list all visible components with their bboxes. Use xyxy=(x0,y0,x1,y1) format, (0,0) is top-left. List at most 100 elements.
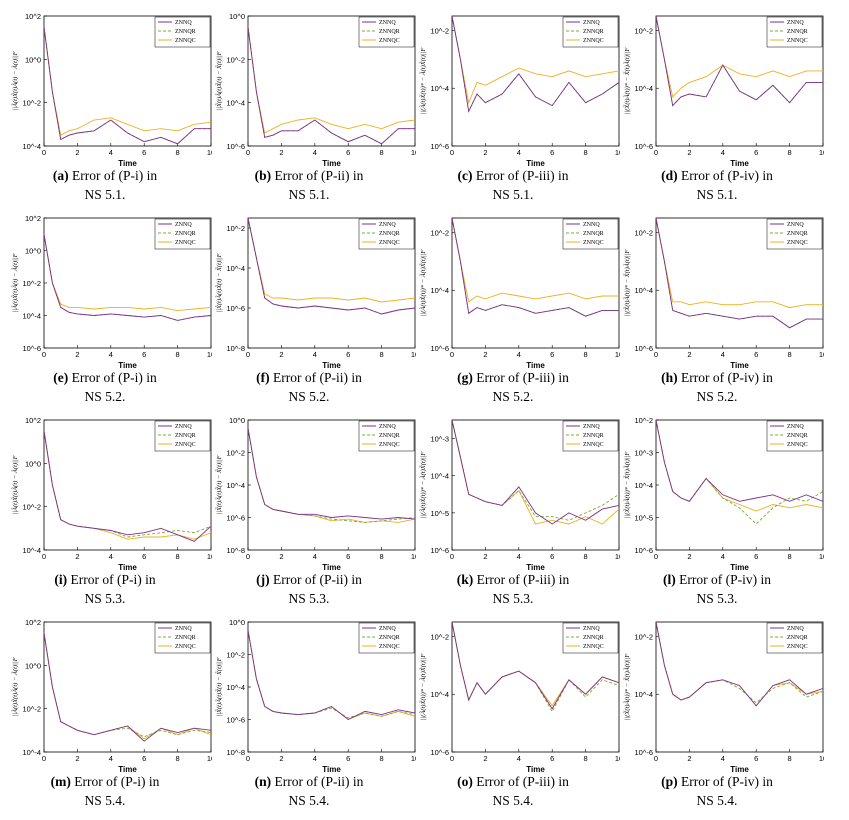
y-tick-label: 10^0 xyxy=(25,55,41,64)
chart-f: 0 2 4 6 8 10 10^-8 10^-6 10^-4 10^-2 Time ||X̃(t)Ã(… xyxy=(215,217,416,368)
legend-label: ZNNQR xyxy=(379,635,400,641)
y-tick-label: 10^-5 xyxy=(430,509,449,518)
x-tick-label: 6 xyxy=(142,148,146,157)
x-tick-label: 0 xyxy=(42,148,46,157)
chart-j: 0 2 4 6 8 10 10^-8 10^-6 10^-4 10^-2 10^0 Time ||X̃(… xyxy=(215,416,416,570)
x-axis-label: Time xyxy=(322,765,341,772)
subplot-caption: (g) Error of (P-iii) in NS 5.2. xyxy=(418,368,608,406)
caption-letter: (g) xyxy=(457,370,473,385)
x-tick-label: 0 xyxy=(450,148,454,157)
caption-ns: NS 5.2. xyxy=(288,389,330,404)
y-tick-label: 10^2 xyxy=(25,12,41,21)
y-axis-label: ||Ã(t)X̃(t)Ã(t) − Ã(t)||F xyxy=(11,454,19,514)
caption-text: Error of (P-i) in xyxy=(70,572,156,587)
y-tick-label: 10^-4 xyxy=(226,99,245,108)
legend-label: ZNNQC xyxy=(583,644,604,650)
x-tick-label: 4 xyxy=(313,754,317,763)
series-line-znnqc xyxy=(656,218,823,309)
y-tick-label: 10^0 xyxy=(229,12,245,21)
x-tick-label: 2 xyxy=(687,350,691,359)
y-tick-label: 10^2 xyxy=(25,214,41,223)
axes-frame xyxy=(43,15,212,147)
x-tick-label: 0 xyxy=(246,754,250,763)
y-tick-label: 10^2 xyxy=(25,618,41,627)
x-tick-label: 10 xyxy=(615,350,620,359)
x-axis-label: Time xyxy=(730,361,749,368)
x-tick-label: 10 xyxy=(411,148,416,157)
x-tick-label: 2 xyxy=(483,148,487,157)
x-tick-label: 2 xyxy=(483,350,487,359)
legend-label: ZNNQ xyxy=(787,626,804,632)
x-tick-label: 6 xyxy=(142,350,146,359)
chart-d: 0 2 4 6 8 10 10^-6 10^-4 10^-2 Time ||(X̃(t)Ã(t))*… xyxy=(623,15,824,166)
series-line-znnq xyxy=(452,420,619,525)
x-axis-label: Time xyxy=(526,159,545,166)
legend-label: ZNNQR xyxy=(175,29,196,35)
series-line-znnq xyxy=(656,218,823,329)
legend-label: ZNNQ xyxy=(175,424,192,430)
x-axis-label: Time xyxy=(730,159,749,166)
y-tick-label: 10^-4 xyxy=(22,748,41,757)
series-line-znnqc xyxy=(44,234,211,312)
caption-text: Error of (P-ii) in xyxy=(273,370,362,385)
x-axis-label: Time xyxy=(118,765,137,772)
y-axis-label: ||(X̃(t)Ã(t))* − X̃(t)Ã(t)||F xyxy=(623,47,631,115)
caption-letter: (b) xyxy=(254,168,272,183)
y-axis-label: ||X̃(t)Ã(t)X̃(t) − X̃(t)||F xyxy=(215,454,223,514)
legend-label: ZNNQC xyxy=(379,644,400,650)
caption-ns: NS 5.3. xyxy=(84,591,126,606)
series-line-znnq xyxy=(656,420,823,502)
y-axis-label: ||X̃(t)Ã(t)X̃(t) − X̃(t)||F xyxy=(215,656,223,716)
series-line-znnq xyxy=(452,16,619,113)
caption-letter: (n) xyxy=(254,774,272,789)
x-tick-label: 0 xyxy=(654,350,658,359)
legend-label: ZNNQ xyxy=(175,20,192,26)
x-axis-label: Time xyxy=(322,159,341,166)
series-line-znnq xyxy=(248,630,415,721)
chart-l: 0 2 4 6 8 10 10^-6 10^-5 10^-4 10^-3 10^-2 Time ||(X… xyxy=(623,416,824,570)
caption-text: Error of (P-i) in xyxy=(71,370,157,385)
x-tick-label: 8 xyxy=(176,552,180,561)
caption-ns: NS 5.1. xyxy=(84,187,126,202)
y-tick-label: 10^-2 xyxy=(226,651,245,660)
x-tick-label: 2 xyxy=(279,754,283,763)
x-tick-label: 0 xyxy=(42,754,46,763)
x-tick-label: 10 xyxy=(615,552,620,561)
y-tick-label: 10^-2 xyxy=(634,416,653,425)
chart-k: 0 2 4 6 8 10 10^-6 10^-5 10^-4 10^-3 Time ||(Ã(t)X̃… xyxy=(419,419,620,570)
x-tick-label: 4 xyxy=(109,754,113,763)
y-tick-label: 10^-6 xyxy=(430,142,449,151)
x-tick-label: 0 xyxy=(450,350,454,359)
y-tick-label: 10^0 xyxy=(229,618,245,627)
chart-c: 0 2 4 6 8 10 10^-6 10^-4 10^-2 Time ||(Ã(t)X̃(t))*… xyxy=(419,15,620,166)
y-tick-label: 10^-6 xyxy=(430,546,449,555)
axes-frame xyxy=(655,217,824,349)
legend-label: ZNNQ xyxy=(583,222,600,228)
y-tick-label: 10^-4 xyxy=(226,481,245,490)
axes-frame xyxy=(43,419,212,551)
subplot-caption: (a) Error of (P-i) in NS 5.1. xyxy=(10,166,200,204)
y-axis-label: ||X̃(t)Ã(t)X̃(t) − X̃(t)||F xyxy=(215,50,223,110)
x-tick-label: 4 xyxy=(313,350,317,359)
x-tick-label: 0 xyxy=(654,552,658,561)
caption-ns: NS 5.1. xyxy=(288,187,330,202)
x-tick-label: 8 xyxy=(788,148,792,157)
x-tick-label: 6 xyxy=(346,148,350,157)
y-tick-label: 10^-6 xyxy=(634,344,653,353)
y-axis-label: ||(Ã(t)X̃(t))* − Ã(t)X̃(t)||F xyxy=(419,47,427,115)
x-tick-label: 10 xyxy=(819,148,824,157)
caption-letter: (m) xyxy=(50,774,71,789)
y-tick-label: 10^-4 xyxy=(634,481,653,490)
caption-ns: NS 5.4. xyxy=(696,793,738,808)
y-tick-label: 10^-6 xyxy=(226,514,245,523)
x-tick-label: 2 xyxy=(75,754,79,763)
legend-label: ZNNQC xyxy=(583,442,604,448)
legend-label: ZNNQ xyxy=(379,424,396,430)
legend-label: ZNNQ xyxy=(583,20,600,26)
x-axis-label: Time xyxy=(526,563,545,570)
x-tick-label: 10 xyxy=(207,754,212,763)
legend-label: ZNNQC xyxy=(379,38,400,44)
x-tick-label: 4 xyxy=(109,148,113,157)
legend-label: ZNNQC xyxy=(175,38,196,44)
